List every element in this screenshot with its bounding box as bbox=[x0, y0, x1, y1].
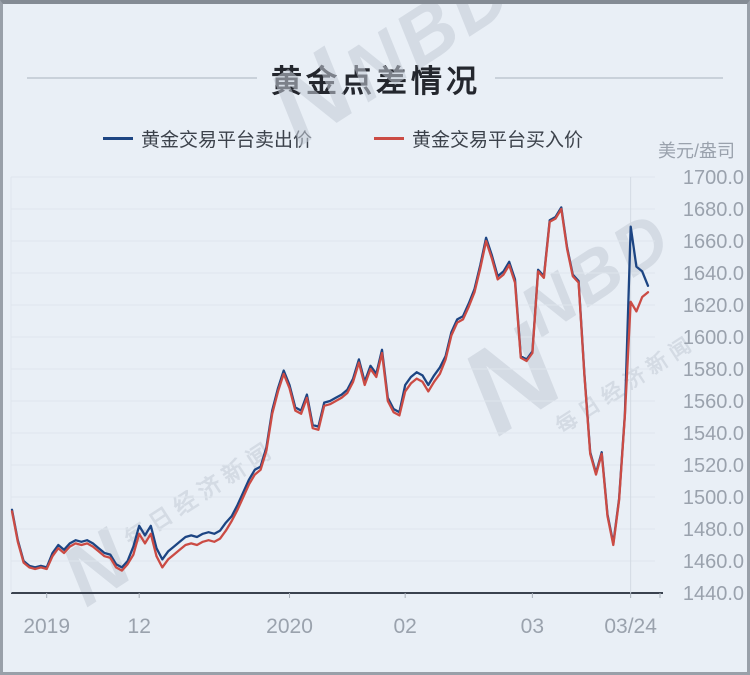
title-divider-right bbox=[495, 77, 723, 79]
y-tick-label: 1560.0 bbox=[683, 391, 744, 413]
y-tick-label: 1520.0 bbox=[683, 455, 744, 477]
sell-price-line bbox=[10, 206, 650, 569]
legend-item-buy-price[interactable]: 黄金交易平台买入价 bbox=[374, 125, 583, 152]
buy-price-line bbox=[10, 207, 650, 572]
sell-price-line-swatch bbox=[102, 137, 133, 140]
legend-item-sell-price[interactable]: 黄金交易平台卖出价 bbox=[102, 125, 312, 152]
y-tick-label: 1440.0 bbox=[683, 583, 744, 605]
y-tick-label: 1460.0 bbox=[683, 551, 744, 573]
y-tick-label: 1580.0 bbox=[683, 359, 744, 381]
y-tick-label: 1500.0 bbox=[683, 487, 744, 509]
x-tick-label: 02 bbox=[393, 615, 416, 638]
chart-legend: 黄金交易平台卖出价 黄金交易平台买入价 bbox=[3, 125, 715, 152]
y-tick-label: 1700.0 bbox=[683, 167, 744, 189]
page-title: 黄金点差情况 bbox=[271, 63, 481, 99]
x-tick-label: 03 bbox=[521, 615, 544, 638]
buy-price-line-swatch bbox=[374, 137, 404, 140]
title-row: 黄金点差情况 bbox=[3, 60, 747, 99]
y-tick-label: 1540.0 bbox=[683, 423, 744, 445]
gold-spread-line-chart: 1700.0 1680.0 1660.0 1640.0 1620.0 1600.0 1580… bbox=[10, 167, 744, 638]
y-tick-label: 1620.0 bbox=[683, 295, 744, 317]
legend-label-sell-price: 黄金交易平台卖出价 bbox=[140, 130, 312, 151]
x-tick-label: 2020 bbox=[266, 615, 313, 638]
y-tick-label: 1480.0 bbox=[683, 519, 744, 541]
title-divider-left bbox=[27, 77, 257, 79]
y-axis-unit-label: 美元/盎司 bbox=[657, 141, 735, 161]
y-tick-label: 1660.0 bbox=[683, 231, 744, 253]
y-tick-label: 1600.0 bbox=[683, 327, 744, 349]
y-tick-label: 1680.0 bbox=[683, 199, 744, 221]
x-tick-label: 2019 bbox=[23, 615, 70, 638]
x-tick-label: 03/24 bbox=[604, 615, 657, 638]
y-tick-label: 1640.0 bbox=[683, 263, 744, 285]
legend-label-buy-price: 黄金交易平台买入价 bbox=[412, 130, 584, 151]
x-tick-label: 12 bbox=[128, 615, 151, 638]
